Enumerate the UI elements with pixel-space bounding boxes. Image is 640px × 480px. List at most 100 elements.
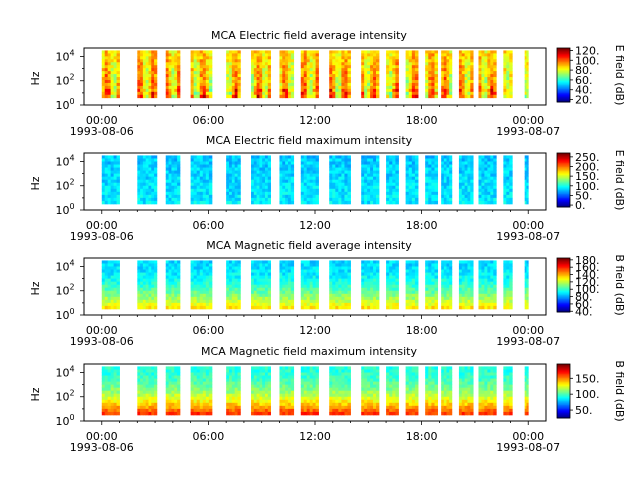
colorbar-tick-label: 150.	[575, 372, 600, 385]
x-tick-label: 00:00	[86, 219, 118, 232]
y-tick-label: 102	[55, 178, 74, 193]
x-tick-label: 06:00	[193, 430, 225, 443]
data-segment	[165, 260, 181, 310]
panel-title: MCA Magnetic field maximum intensity	[201, 345, 417, 358]
colorbar-label: B field (dB)	[613, 254, 626, 315]
colorbar-tick-label: 80.	[575, 291, 593, 304]
colorbar-tick-label: 120.	[575, 44, 600, 57]
data-segment	[361, 366, 380, 416]
x-tick-label: 06:00	[193, 114, 225, 127]
data-segment	[458, 50, 474, 99]
data-segment	[300, 260, 319, 310]
data-segment	[361, 260, 380, 310]
data-segment	[226, 155, 241, 205]
x-tick-label: 18:00	[406, 219, 438, 232]
data-segment	[279, 366, 295, 416]
colorbar-tick-label: 200.	[575, 161, 600, 174]
y-tick-label: 104	[55, 48, 74, 63]
data-segment	[279, 50, 295, 99]
colorbar-label: E field (dB)	[613, 45, 626, 106]
colorbar-tick-label: 80.	[575, 64, 593, 77]
data-segment	[524, 260, 529, 310]
data-segment	[329, 50, 351, 99]
x-tick-label: 00:00	[512, 430, 544, 443]
colorbar-tick-label: 100.	[575, 388, 600, 401]
data-segment	[329, 366, 351, 416]
y-axis-label: Hz	[29, 176, 42, 190]
data-segment	[329, 260, 351, 310]
data-segment	[251, 155, 271, 205]
y-tick-label: 104	[55, 364, 74, 379]
data-segment	[458, 155, 474, 205]
data-segment	[101, 260, 120, 310]
y-tick-label: 100	[55, 202, 74, 217]
colorbar-tick-label: 60.	[575, 74, 593, 87]
colorbar: 50. 100. 150. B field (dB)	[556, 360, 626, 422]
data-segment	[137, 155, 158, 205]
colorbar-tick-label: 100.	[575, 54, 600, 67]
colorbar: 0.50.100.150.200.250. E field (dB)	[556, 150, 626, 212]
colorbar-tick-label: 160.	[575, 261, 600, 274]
colorbar-tick-label: 100.	[575, 180, 600, 193]
data-segment	[137, 260, 158, 310]
data-segment	[386, 260, 399, 310]
data-segment	[405, 366, 419, 416]
data-segment	[165, 155, 181, 205]
x-tick-label: 18:00	[406, 324, 438, 337]
data-segment	[478, 366, 497, 416]
colorbar-tick-label: 250.	[575, 151, 600, 164]
data-segment	[405, 260, 419, 310]
x-date-label: 1993-08-07	[496, 335, 560, 348]
data-segment	[300, 50, 319, 99]
data-segment	[101, 366, 120, 416]
panel-title: MCA Magnetic field average intensity	[206, 239, 412, 252]
data-segment	[329, 155, 351, 205]
x-date-label: 1993-08-06	[70, 441, 134, 454]
data-segment	[478, 155, 497, 205]
x-tick-label: 00:00	[86, 114, 118, 127]
data-segment	[478, 50, 497, 99]
data-segment	[226, 260, 241, 310]
x-tick-label: 00:00	[86, 430, 118, 443]
colorbar-label: B field (dB)	[613, 360, 626, 421]
colorbar-tick-label: 50.	[575, 404, 593, 417]
data-segment	[524, 155, 529, 205]
data-segment	[441, 50, 453, 99]
data-segment	[458, 260, 474, 310]
colorbar-tick-label: 60.	[575, 298, 593, 311]
y-tick-label: 100	[55, 97, 74, 112]
data-segment	[101, 155, 120, 205]
y-axis-label: Hz	[29, 71, 42, 85]
colorbar-tick-label: 140.	[575, 269, 600, 282]
colorbar-tick-label: 180.	[575, 254, 600, 267]
y-tick-label: 100	[55, 307, 74, 322]
panel-title: MCA Electric field maximum intensity	[206, 134, 413, 147]
panel-2: MCA Electric field maximum intensity 00:0…	[29, 134, 626, 243]
y-tick-label: 102	[55, 73, 74, 88]
colorbar-tick-label: 120.	[575, 276, 600, 289]
data-segment	[226, 366, 241, 416]
x-date-label: 1993-08-07	[496, 441, 560, 454]
colorbar-tick-label: 20.	[575, 94, 593, 107]
data-segment	[524, 366, 529, 416]
data-segment	[279, 155, 295, 205]
x-date-label: 1993-08-06	[70, 230, 134, 243]
colorbar-tick-label: 40.	[575, 305, 593, 318]
data-segment	[165, 50, 181, 99]
data-segment	[503, 50, 513, 99]
data-segment	[101, 50, 120, 99]
colorbar-tick-label: 150.	[575, 170, 600, 183]
data-segment	[300, 155, 319, 205]
panel-3: MCA Magnetic field average intensity 00:0…	[29, 239, 626, 348]
x-date-label: 1993-08-07	[496, 230, 560, 243]
data-segment	[137, 50, 158, 99]
x-tick-label: 12:00	[299, 430, 331, 443]
panel-1: MCA Electric field average intensity 00:0…	[29, 29, 626, 138]
data-segment	[190, 260, 213, 310]
panel-4: MCA Magnetic field maximum intensity 00:0…	[29, 345, 626, 454]
data-segment	[478, 260, 497, 310]
data-segment	[503, 155, 513, 205]
data-segment	[190, 366, 213, 416]
x-tick-label: 06:00	[193, 324, 225, 337]
